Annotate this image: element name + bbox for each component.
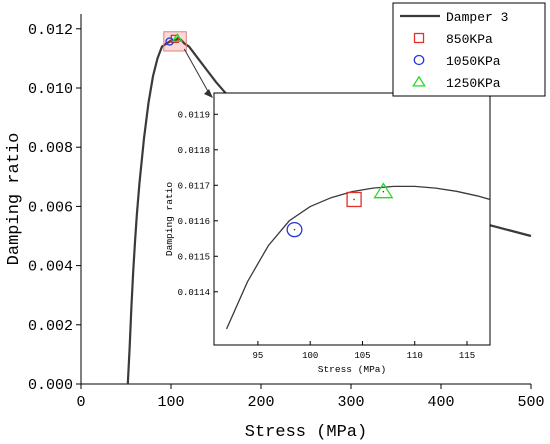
main-x-tick-label: 0 — [76, 394, 85, 411]
inset-frame — [213, 92, 491, 346]
main-x-tick-label: 500 — [517, 394, 544, 411]
inset-y-tick-label: 0.0119 — [178, 110, 210, 120]
inset-marker-center-dot — [382, 190, 385, 193]
inset-x-tick-label: 105 — [354, 351, 370, 361]
zoom-arrow-line — [183, 48, 211, 96]
inset-marker-center-dot — [353, 198, 355, 201]
legend-label: 1050KPa — [446, 54, 501, 69]
legend-label: 1250KPa — [446, 76, 501, 91]
main-y-axis-label: Damping ratio — [5, 133, 24, 266]
zoom-arrow-head — [204, 89, 213, 98]
inset-x-tick-label: 95 — [253, 351, 264, 361]
inset-x-tick-label: 110 — [407, 351, 423, 361]
main-x-tick-label: 100 — [157, 394, 184, 411]
inset-x-axis-label: Stress (MPa) — [318, 364, 386, 375]
inset-y-axis-label: Damping ratio — [164, 182, 175, 256]
inset-y-tick-label: 0.0118 — [178, 146, 210, 156]
legend-marker-1250KPa — [412, 75, 426, 87]
inset-y-tick-label: 0.0117 — [178, 181, 210, 191]
legend-marker-850KPa — [413, 32, 425, 44]
inset-marker-center-dot — [293, 228, 296, 231]
legend-box — [392, 2, 546, 97]
main-marker-1250KPa — [171, 33, 183, 42]
inset-marker-1050KPa — [286, 221, 303, 238]
legend-marker-1050KPa — [413, 54, 425, 66]
main-y-tick-label: 0.004 — [28, 259, 73, 276]
inset-series-line — [225, 185, 490, 330]
main-x-tick-label: 200 — [247, 394, 274, 411]
main-plot: 0 100 200 300 400 500 0.000 0.002 0.004 0.006 0.00… — [5, 14, 545, 442]
inset-x-tick-label: 115 — [459, 351, 475, 361]
inset-y-tick-label: 0.0116 — [178, 217, 210, 227]
main-x-tick-label: 400 — [427, 394, 454, 411]
inset-y-tick-label: 0.0115 — [178, 252, 210, 262]
main-x-axis-label: Stress (MPa) — [245, 423, 367, 442]
legend: Damper 3 850KPa 1050KPa 1250KPa — [392, 2, 546, 97]
inset-marker-850KPa — [346, 191, 362, 208]
inset-marker-1250KPa — [373, 182, 394, 199]
main-y-tick-label: 0.002 — [28, 318, 73, 335]
legend-label: 850KPa — [446, 32, 493, 47]
main-x-tick-label: 300 — [337, 394, 364, 411]
inset-plot: 95 100 105 110 115 0.0114 0.0115 0.0116 0.0117 0.… — [164, 92, 491, 375]
main-y-tick-label: 0.008 — [28, 140, 73, 157]
main-y-tick-label: 0.010 — [28, 81, 73, 98]
legend-label: Damper 3 — [446, 10, 508, 25]
main-y-tick-label: 0.000 — [28, 377, 73, 394]
inset-x-tick-label: 100 — [302, 351, 318, 361]
inset-y-tick-label: 0.0114 — [178, 288, 210, 298]
main-y-tick-label: 0.006 — [28, 199, 73, 216]
main-y-tick-label: 0.012 — [28, 22, 73, 39]
